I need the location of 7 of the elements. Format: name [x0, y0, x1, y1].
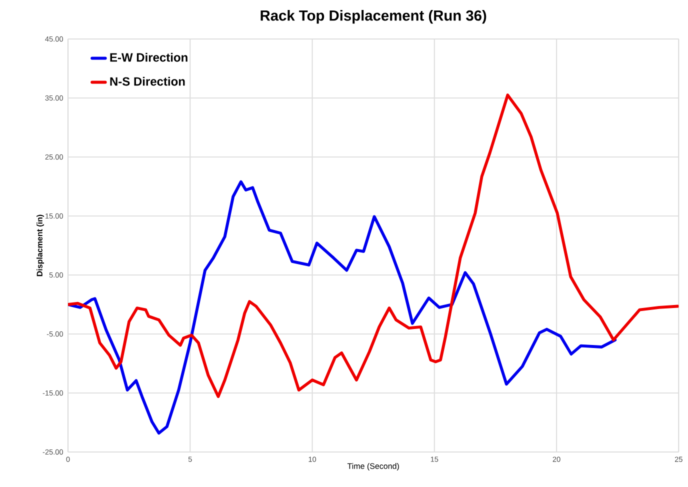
- legend-label: E-W Direction: [110, 52, 188, 62]
- line-series: [68, 94, 679, 398]
- legend-label: N-S Direction: [110, 76, 185, 86]
- x-axis-title: Time (Second): [347, 463, 399, 471]
- line-series: [68, 180, 617, 435]
- chart-title: Rack Top Displacement (Run 36): [260, 10, 486, 24]
- y-axis-title: Displacment (in): [36, 214, 44, 276]
